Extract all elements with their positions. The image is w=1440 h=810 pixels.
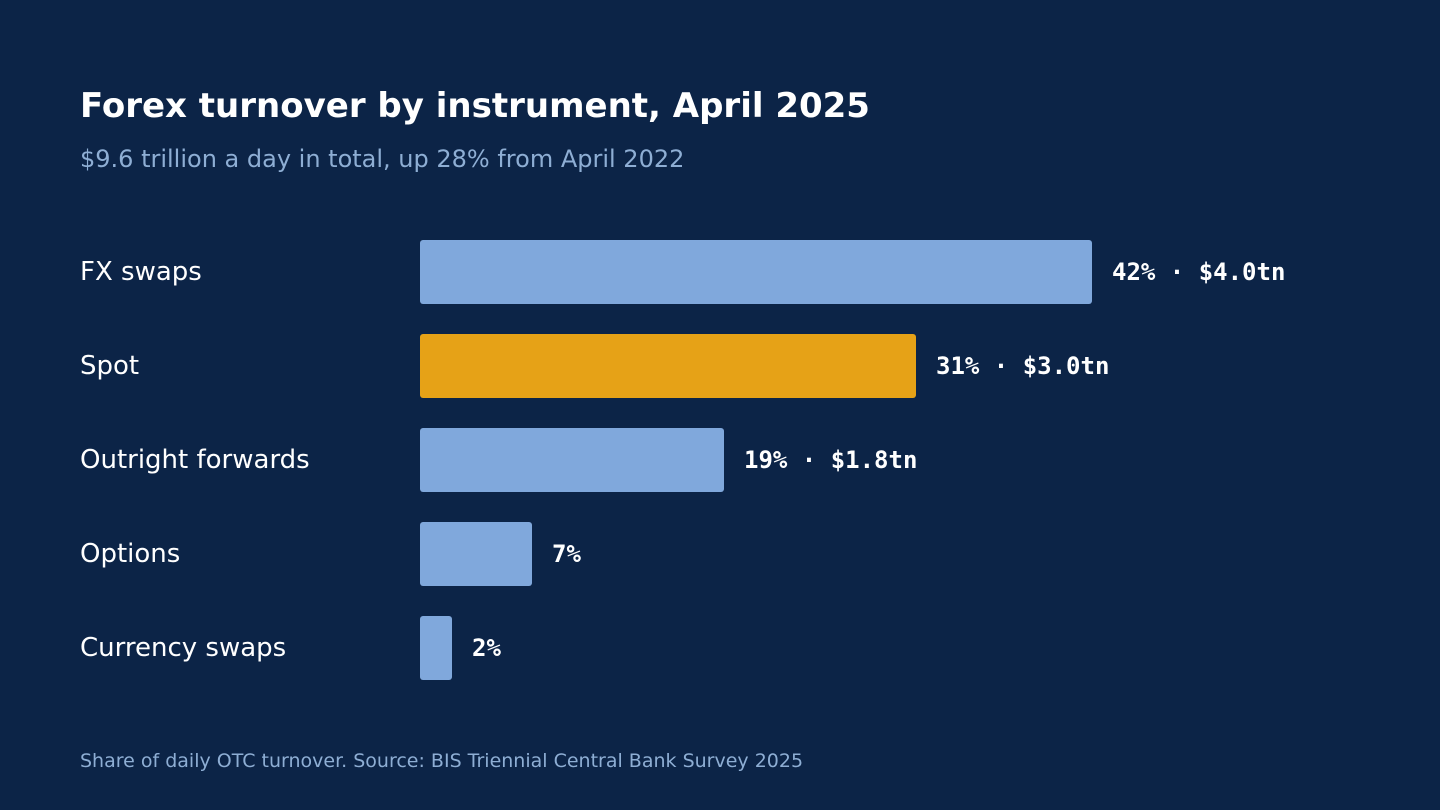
category-label-options: Options xyxy=(80,539,180,569)
bar-options xyxy=(420,522,532,586)
bar-currency-swaps xyxy=(420,616,452,680)
category-label-spot: Spot xyxy=(80,351,139,381)
category-label-outright-forwards: Outright forwards xyxy=(80,445,310,475)
value-label-spot: 31% · $3.0tn xyxy=(936,352,1109,380)
bar-fx-swaps xyxy=(420,240,1092,304)
category-label-fx-swaps: FX swaps xyxy=(80,257,202,287)
value-label-options: 7% xyxy=(552,540,581,568)
value-label-fx-swaps: 42% · $4.0tn xyxy=(1112,258,1285,286)
value-label-outright-forwards: 19% · $1.8tn xyxy=(744,446,917,474)
chart-title: Forex turnover by instrument, April 2025 xyxy=(80,86,870,126)
chart-subtitle: $9.6 trillion a day in total, up 28% fro… xyxy=(80,145,685,173)
bar-outright-forwards xyxy=(420,428,724,492)
value-label-currency-swaps: 2% xyxy=(472,634,501,662)
bar-spot xyxy=(420,334,916,398)
chart-footnote: Share of daily OTC turnover. Source: BIS… xyxy=(80,750,804,772)
category-label-currency-swaps: Currency swaps xyxy=(80,633,286,663)
